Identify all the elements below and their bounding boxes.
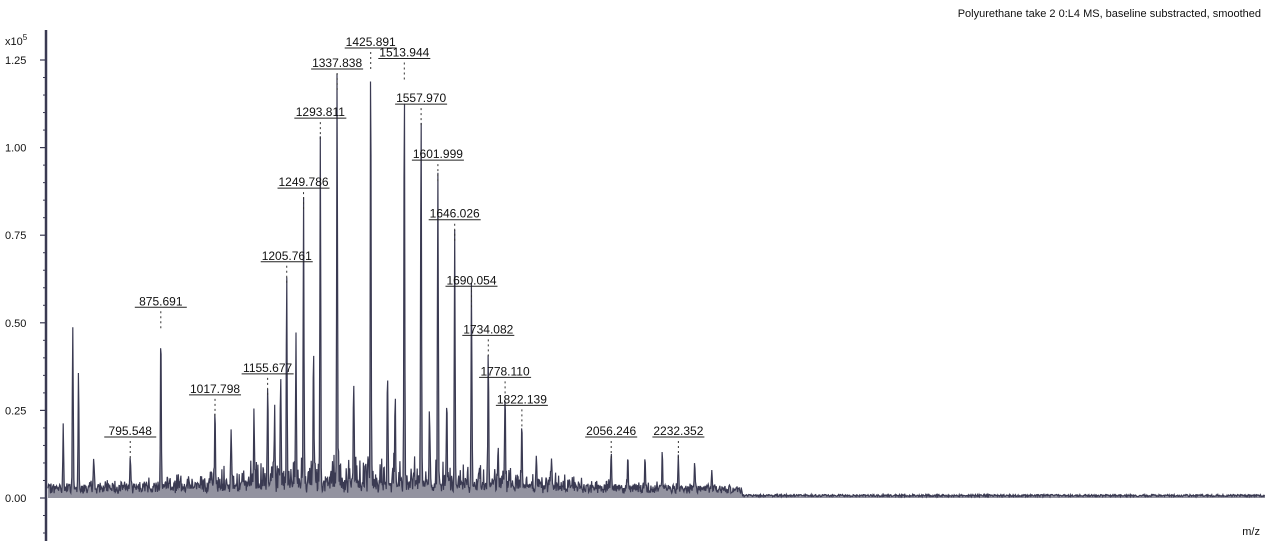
- peak-label: 1513.944: [379, 46, 429, 60]
- peak-label: 875.691: [139, 294, 183, 308]
- peak-label: 795.548: [109, 424, 153, 438]
- peak-label: 1646.026: [430, 207, 480, 221]
- peak-label: 1205.761: [262, 249, 312, 263]
- y-tick-label: 0.00: [5, 493, 26, 505]
- peak-label: 1017.798: [190, 382, 240, 396]
- y-tick-label: 0.75: [5, 230, 26, 242]
- spectrum-line: [47, 73, 1265, 499]
- peak-label: 1293.811: [296, 105, 345, 119]
- peak-label: 1778.110: [480, 364, 529, 378]
- x-axis-label: m/z: [1242, 526, 1260, 538]
- peak-label: 1557.970: [396, 91, 446, 105]
- peak-label: 1425.891: [346, 35, 396, 49]
- y-tick-label: 0.25: [5, 405, 26, 417]
- peak-label: 2232.352: [653, 424, 703, 438]
- peak-label: 1337.838: [312, 56, 362, 70]
- y-tick-label: 1.25: [5, 55, 26, 67]
- peak-label: 1690.054: [446, 273, 496, 287]
- peak-label: 2056.246: [586, 424, 636, 438]
- y-ticks: 0.00 0.25 0.50 0.75 1.00 1.25: [5, 55, 46, 534]
- peak-label: 1249.786: [278, 175, 328, 189]
- peak-label: 1601.999: [413, 147, 463, 161]
- peak-label: 1155.677: [243, 361, 292, 375]
- peak-label: 1822.139: [497, 392, 547, 406]
- y-multiplier: x105: [5, 33, 28, 48]
- peak-markers: [129, 52, 679, 461]
- y-tick-label: 0.50: [5, 318, 26, 330]
- peak-label: 1734.082: [463, 322, 513, 336]
- chart-title: Polyurethane take 2 0:L4 MS, baseline su…: [957, 8, 1261, 20]
- spectrum-trace: [47, 73, 1265, 499]
- y-tick-label: 1.00: [5, 143, 26, 155]
